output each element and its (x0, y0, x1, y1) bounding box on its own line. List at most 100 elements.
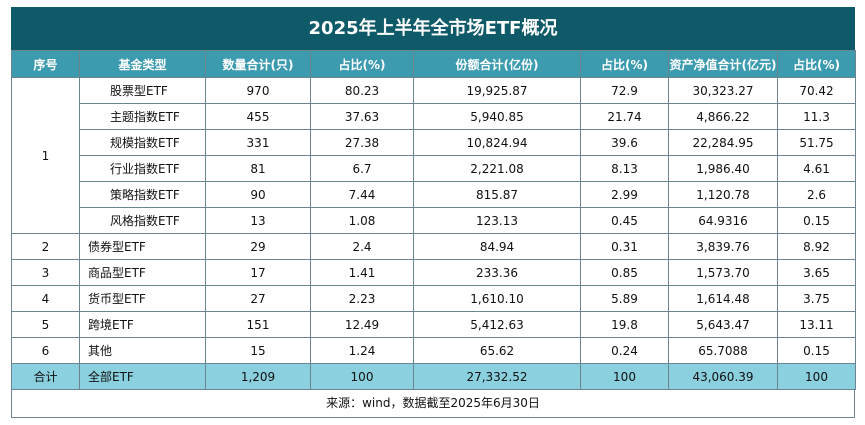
header-seq: 序号 (11, 50, 80, 78)
total-type: 全部ETF (79, 363, 206, 390)
row-nav-pct: 0.15 (777, 337, 856, 364)
row-count-pct: 7.44 (310, 181, 414, 208)
row-count: 151 (205, 311, 311, 338)
row-count: 970 (205, 77, 311, 104)
row-nav-pct: 0.15 (777, 207, 856, 234)
table-row: 5 跨境ETF 151 12.49 5,412.63 19.8 5,643.47… (11, 311, 856, 338)
row-nav: 1,120.78 (668, 181, 778, 208)
row-shares-pct: 0.24 (580, 337, 669, 364)
total-shares: 27,332.52 (413, 363, 581, 390)
table-row: 策略指数ETF 90 7.44 815.87 2.99 1,120.78 2.6 (12, 181, 856, 208)
row-type: 跨境ETF (79, 311, 206, 338)
row-nav: 64.9316 (668, 207, 778, 234)
row-shares-pct: 0.45 (580, 207, 669, 234)
row-count-pct: 37.63 (310, 103, 414, 130)
row-type: 其他 (79, 337, 206, 364)
table-row: 风格指数ETF 13 1.08 123.13 0.45 64.9316 0.15 (12, 207, 856, 234)
row-type: 规模指数ETF (79, 129, 206, 156)
row-nav-pct: 51.75 (777, 129, 856, 156)
row-shares: 815.87 (413, 181, 581, 208)
row-shares: 1,610.10 (413, 285, 581, 312)
row-count: 27 (205, 285, 311, 312)
row-shares: 19,925.87 (413, 77, 581, 104)
row-nav-pct: 70.42 (777, 77, 856, 104)
row-nav: 1,573.70 (668, 259, 778, 286)
row-seq: 2 (11, 233, 80, 260)
row-nav: 22,284.95 (668, 129, 778, 156)
table-row: 4 货币型ETF 27 2.23 1,610.10 5.89 1,614.48 … (11, 285, 856, 312)
row-nav: 1,614.48 (668, 285, 778, 312)
row-count: 90 (205, 181, 311, 208)
table-row: 2 债券型ETF 29 2.4 84.94 0.31 3,839.76 8.92 (11, 233, 856, 260)
row-count: 331 (205, 129, 311, 156)
row-nav-pct: 2.6 (777, 181, 856, 208)
row-nav-pct: 13.11 (777, 311, 856, 338)
row-type: 股票型ETF (79, 77, 206, 104)
etf-table: 序号 基金类型 数量合计(只) 占比(%) 份额合计(亿份) 占比(%) 资产净… (11, 50, 856, 390)
header-row: 序号 基金类型 数量合计(只) 占比(%) 份额合计(亿份) 占比(%) 资产净… (11, 50, 856, 78)
header-nav-pct: 占比(%) (777, 50, 856, 78)
row-nav-pct: 8.92 (777, 233, 856, 260)
row-count-pct: 12.49 (310, 311, 414, 338)
row-shares: 84.94 (413, 233, 581, 260)
header-count-pct: 占比(%) (310, 50, 414, 78)
row-count-pct: 27.38 (310, 129, 414, 156)
row-seq: 6 (11, 337, 80, 364)
row-type: 债券型ETF (79, 233, 206, 260)
row-seq: 3 (11, 259, 80, 286)
row-nav: 65.7088 (668, 337, 778, 364)
row-shares-pct: 2.99 (580, 181, 669, 208)
etf-overview-table-container: 2025年上半年全市场ETF概况 序号 基金类型 数量合计(只) 占比(%) 份… (11, 7, 856, 418)
row-shares-pct: 0.31 (580, 233, 669, 260)
row-shares-pct: 39.6 (580, 129, 669, 156)
row-seq: 5 (11, 311, 80, 338)
row-seq: 1 (11, 77, 80, 234)
row-type: 策略指数ETF (79, 181, 206, 208)
row-type: 商品型ETF (79, 259, 206, 286)
row-nav-pct: 4.61 (777, 155, 856, 182)
row-nav-pct: 3.65 (777, 259, 856, 286)
row-type: 风格指数ETF (79, 207, 206, 234)
row-seq: 4 (11, 285, 80, 312)
total-nav: 43,060.39 (668, 363, 778, 390)
row-shares-pct: 72.9 (580, 77, 669, 104)
row-nav: 30,323.27 (668, 77, 778, 104)
total-nav-pct: 100 (777, 363, 856, 390)
row-count: 15 (205, 337, 311, 364)
header-shares: 份额合计(亿份) (413, 50, 581, 78)
table-row: 6 其他 15 1.24 65.62 0.24 65.7088 0.15 (11, 337, 856, 364)
total-seq: 合计 (11, 363, 80, 390)
row-shares-pct: 21.74 (580, 103, 669, 130)
row-count: 17 (205, 259, 311, 286)
table-row: 3 商品型ETF 17 1.41 233.36 0.85 1,573.70 3.… (11, 259, 856, 286)
source-note: 来源：wind，数据截至2025年6月30日 (11, 390, 855, 418)
row-shares-pct: 19.8 (580, 311, 669, 338)
row-type: 货币型ETF (79, 285, 206, 312)
header-type: 基金类型 (79, 50, 206, 78)
row-shares: 2,221.08 (413, 155, 581, 182)
row-count-pct: 1.08 (310, 207, 414, 234)
table-row: 主题指数ETF 455 37.63 5,940.85 21.74 4,866.2… (12, 103, 856, 130)
table-row: 规模指数ETF 331 27.38 10,824.94 39.6 22,284.… (12, 129, 856, 156)
row-shares: 233.36 (413, 259, 581, 286)
row-count: 29 (205, 233, 311, 260)
row-count-pct: 2.4 (310, 233, 414, 260)
row-count: 81 (205, 155, 311, 182)
row-shares: 123.13 (413, 207, 581, 234)
row-nav-pct: 3.75 (777, 285, 856, 312)
row-nav: 1,986.40 (668, 155, 778, 182)
row-type: 主题指数ETF (79, 103, 206, 130)
row-shares: 5,412.63 (413, 311, 581, 338)
row-shares-pct: 0.85 (580, 259, 669, 286)
row-count-pct: 2.23 (310, 285, 414, 312)
row-nav-pct: 11.3 (777, 103, 856, 130)
row-type: 行业指数ETF (79, 155, 206, 182)
row-count-pct: 1.24 (310, 337, 414, 364)
row-count-pct: 6.7 (310, 155, 414, 182)
row-count: 455 (205, 103, 311, 130)
header-shares-pct: 占比(%) (580, 50, 669, 78)
row-nav: 3,839.76 (668, 233, 778, 260)
total-count-pct: 100 (310, 363, 414, 390)
row-nav: 5,643.47 (668, 311, 778, 338)
row-shares-pct: 5.89 (580, 285, 669, 312)
